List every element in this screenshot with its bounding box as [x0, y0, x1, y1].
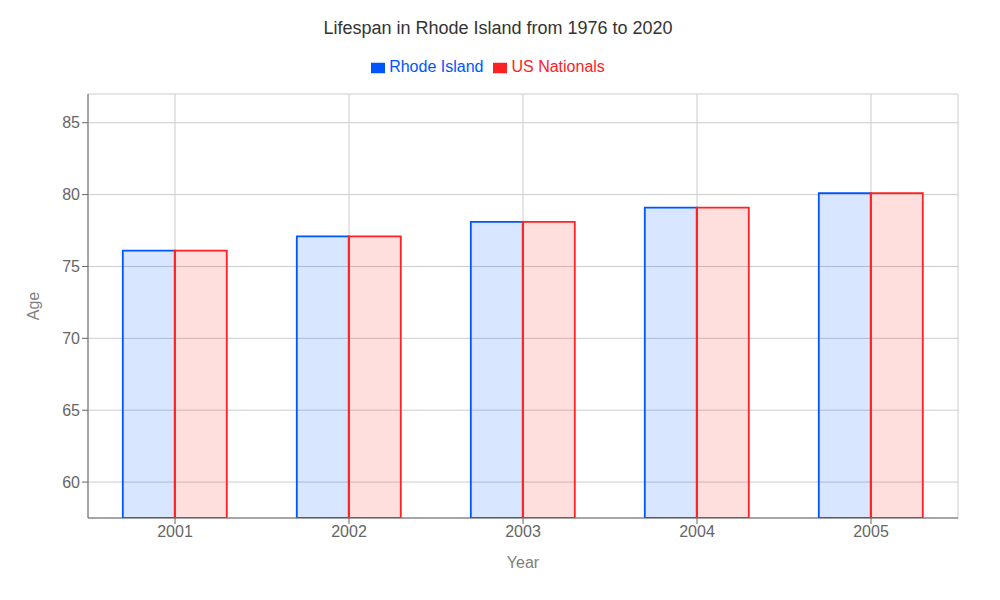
svg-text:85: 85	[62, 114, 80, 131]
html-text:US Nationals: US Nationals	[511, 58, 605, 75]
svg-text:70: 70	[62, 330, 80, 347]
svg-text:2004: 2004	[679, 523, 715, 540]
html-text:Rhode Island: Rhode Island	[389, 58, 484, 75]
svg-text:75: 75	[62, 258, 80, 275]
svg-text:60: 60	[62, 474, 80, 491]
svg-text:2002: 2002	[331, 523, 367, 540]
html-text:Lifespan in Rhode Island from: Lifespan in Rhode Island from 1976 to 20…	[323, 18, 673, 38]
svg-text:80: 80	[62, 186, 80, 203]
svg-text:Year: Year	[507, 554, 540, 571]
svg-text:2005: 2005	[853, 523, 889, 540]
svg-text:Age: Age	[25, 292, 42, 321]
svg-text:2003: 2003	[505, 523, 541, 540]
svg-text:65: 65	[62, 402, 80, 419]
svg-text:2001: 2001	[157, 523, 193, 540]
